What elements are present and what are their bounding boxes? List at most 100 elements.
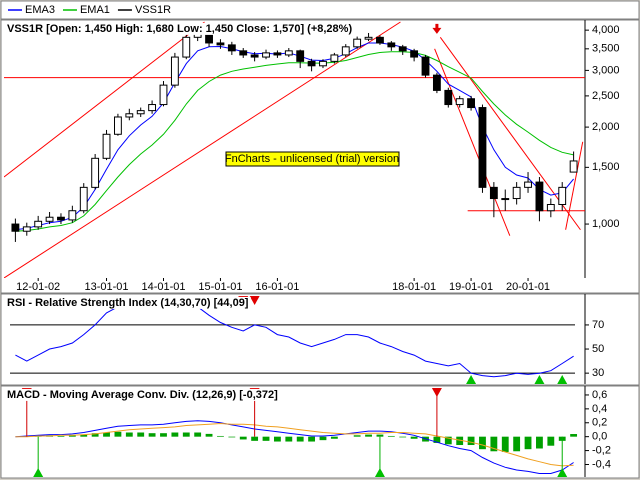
x-tick-label: 15-01-01: [198, 281, 242, 293]
histogram-bar: [194, 432, 202, 437]
candle-body: [273, 52, 282, 56]
candle-body: [535, 181, 544, 212]
candle-body: [45, 216, 54, 222]
y-tick-label: 1,500: [592, 161, 620, 173]
histogram-bar: [365, 434, 372, 437]
histogram-bar: [182, 432, 190, 437]
y-tick-label: 0,0: [592, 431, 607, 443]
histogram-bar: [68, 435, 76, 437]
candle-body: [569, 160, 578, 173]
x-tick-label: 14-01-01: [141, 281, 185, 293]
legend-label: EMA3: [25, 4, 55, 16]
candle-body: [91, 157, 100, 188]
arrow-marker: [432, 23, 442, 34]
candle-body: [330, 54, 339, 62]
candle-body: [421, 56, 430, 76]
legend-label: VSS1R: [135, 4, 171, 16]
trendline: [439, 37, 581, 231]
candle-body: [68, 210, 77, 221]
sell-signal: [249, 296, 260, 305]
candle-body: [501, 198, 510, 201]
series-line: [15, 51, 574, 232]
x-tick-label: 13-01-01: [85, 281, 129, 293]
y-tick-label: 70: [592, 319, 604, 331]
watermark: FnCharts - unlicensed (trial) version: [225, 153, 399, 165]
histogram-bar: [239, 436, 247, 440]
trendline: [434, 48, 511, 236]
x-tick-label: 12-01-02: [16, 281, 60, 293]
buy-signal: [557, 375, 568, 384]
x-tick-label: 18-01-01: [392, 281, 436, 293]
histogram-bar: [57, 435, 65, 437]
histogram-bar: [513, 436, 521, 452]
candle-body: [227, 44, 236, 52]
histogram-bar: [285, 436, 293, 442]
histogram-bar: [308, 436, 316, 442]
trendline: [565, 141, 584, 230]
y-tick-label: 0,4: [592, 403, 607, 415]
panel-title: VSS1R [Open: 1,450 High: 1,680 Low: 1,45…: [7, 23, 352, 35]
panel-title: RSI - Relative Strength Index (14,30,70)…: [7, 297, 249, 309]
y-tick-label: -0,4: [592, 458, 611, 470]
x-tick-label: 19-01-01: [449, 281, 493, 293]
histogram-bar: [353, 435, 361, 437]
buy-signal: [466, 375, 477, 384]
legend-bar: [0, 0, 640, 20]
candle-body: [125, 113, 134, 118]
y-tick-label: 3,000: [592, 64, 620, 76]
candle-body: [57, 216, 65, 221]
candle-body: [216, 42, 225, 46]
histogram-bar: [410, 436, 418, 439]
histogram-bar: [570, 434, 578, 437]
candle-body: [182, 36, 191, 58]
candle-body: [114, 116, 122, 135]
legend-label: EMA1: [80, 4, 110, 16]
plot-area: [4, 21, 585, 278]
histogram-bar: [125, 432, 133, 437]
candle-body: [353, 38, 362, 48]
histogram-bar: [387, 435, 395, 437]
histogram-bar: [376, 434, 384, 437]
y-tick-label: 0,2: [592, 417, 607, 429]
histogram-bar: [103, 432, 110, 437]
watermark-box: [225, 151, 400, 167]
plot-area: [10, 296, 575, 384]
candle-body: [524, 181, 532, 188]
histogram-bar: [490, 436, 498, 452]
series-line: [15, 297, 574, 378]
histogram-bar: [148, 433, 156, 437]
candle-body: [284, 50, 293, 56]
y-tick-label: 2,500: [592, 90, 620, 102]
y-tick-label: 4,000: [592, 24, 620, 36]
histogram-bar: [467, 436, 475, 446]
histogram-bar: [433, 436, 441, 443]
panel-title-bg: [5, 22, 355, 35]
histogram-bar: [330, 436, 338, 439]
candle-body: [467, 98, 475, 109]
candle-body: [432, 74, 441, 91]
y-tick-label: 2,000: [592, 121, 620, 133]
histogram-bar: [171, 432, 179, 437]
candle-body: [170, 56, 179, 86]
candle-body: [136, 110, 145, 115]
candle-body: [455, 98, 464, 106]
histogram-bar: [296, 436, 304, 442]
histogram-bar: [524, 436, 532, 450]
histogram-bar: [228, 436, 236, 438]
panel-title-bg: [5, 388, 281, 401]
trendline: [4, 21, 205, 178]
candle-body: [11, 223, 20, 232]
histogram-bar: [547, 436, 555, 446]
candle-body: [296, 50, 305, 62]
candle-body: [546, 204, 555, 212]
buy-signal: [374, 468, 385, 477]
histogram-bar: [114, 431, 122, 437]
histogram-bar: [205, 433, 213, 437]
histogram-bar: [273, 436, 281, 442]
candle-body: [307, 60, 316, 67]
candle-body: [79, 186, 88, 212]
candle-body: [410, 50, 419, 58]
candle-body: [341, 46, 350, 56]
series-line: [15, 420, 574, 474]
panel-title: MACD - Moving Average Conv. Div. (12,26,…: [7, 389, 278, 401]
